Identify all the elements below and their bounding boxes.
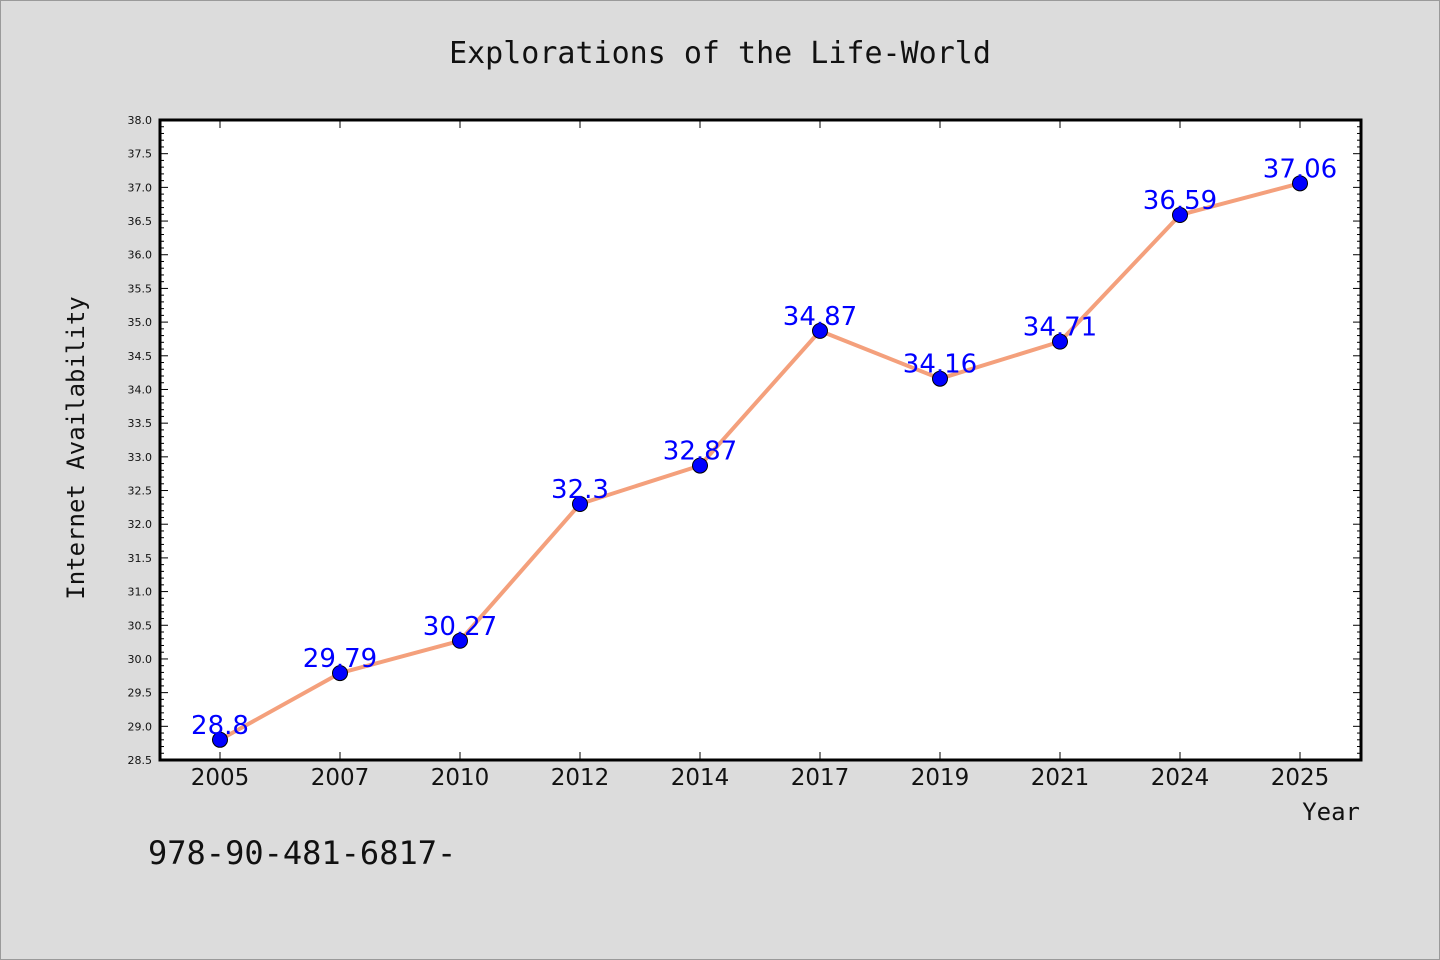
- data-point: [452, 632, 468, 649]
- y-tick-label: 30.0: [128, 653, 153, 666]
- series-line: [219, 181, 1301, 742]
- y-tick-label: 37.0: [128, 181, 153, 194]
- series-line-group: [212, 175, 1308, 748]
- data-point: [212, 731, 228, 748]
- data-point: [1052, 333, 1068, 350]
- x-tick-label: 2012: [551, 765, 610, 791]
- y-tick-label: 36.0: [128, 249, 153, 262]
- y-axis-label: Internet Availability: [62, 296, 90, 599]
- data-label: 28.8: [191, 711, 249, 741]
- data-label: 29.79: [303, 644, 377, 674]
- y-tick-label: 33.5: [128, 417, 153, 430]
- y-tick-label: 29.0: [128, 720, 153, 733]
- x-axis: 2005 2007 2010 2012 2014 2017 2019 2021 2024 2025: [191, 120, 1330, 791]
- isbn-annotation: 978-90-481-6817-: [148, 834, 456, 872]
- data-point: [332, 665, 348, 682]
- y-tick-label: 32.0: [128, 518, 153, 531]
- x-tick-label: 2005: [191, 765, 250, 791]
- data-label: 32.87: [663, 437, 737, 467]
- data-point: [1292, 175, 1308, 192]
- x-axis-label: Year: [1302, 798, 1360, 826]
- y-axis: 28.5 29.0 29.5 30.0 30.5 31.0 31.5 32.0 32.5 33.0…: [128, 114, 1361, 767]
- y-tick-label: 31.5: [128, 552, 153, 565]
- y-tick-label: 33.0: [128, 451, 153, 464]
- x-tick-label: 2021: [1031, 765, 1090, 791]
- x-tick-label: 2025: [1271, 765, 1330, 791]
- x-tick-label: 2017: [791, 765, 850, 791]
- chart-title: Explorations of the Life-World: [449, 36, 991, 71]
- data-label: 37.06: [1263, 154, 1337, 184]
- data-point: [812, 322, 828, 339]
- data-label: 30.27: [423, 612, 497, 642]
- x-tick-label: 2019: [911, 765, 970, 791]
- x-tick-label: 2024: [1151, 765, 1210, 791]
- x-tick-label: 2010: [431, 765, 490, 791]
- data-label: 34.16: [903, 350, 977, 380]
- data-label: 34.71: [1023, 313, 1097, 343]
- data-label-group: 28.8 29.79 30.27 32.3 32.87 34.87 34.16 34.71 36…: [191, 154, 1337, 740]
- data-point: [692, 457, 708, 474]
- data-point: [572, 496, 588, 512]
- y-tick-label: 34.0: [128, 383, 153, 396]
- data-label: 36.59: [1143, 186, 1217, 216]
- y-tick-label: 38.0: [128, 114, 153, 127]
- y-tick-label: 34.5: [128, 350, 153, 363]
- data-label: 34.87: [783, 302, 857, 332]
- x-tick-label: 2007: [311, 765, 370, 791]
- x-tick-label: 2014: [671, 765, 730, 791]
- y-tick-label: 30.5: [128, 619, 153, 632]
- plot-area: [158, 118, 1363, 762]
- y-tick-label: 37.5: [128, 148, 153, 161]
- y-tick-label: 29.5: [128, 687, 153, 700]
- y-tick-label: 32.5: [128, 485, 153, 498]
- data-label: 32.3: [551, 475, 609, 505]
- y-tick-label: 31.0: [128, 586, 153, 599]
- y-tick-label: 36.5: [128, 215, 153, 228]
- y-tick-label: 35.0: [128, 316, 153, 329]
- y-tick-label: 35.5: [128, 282, 153, 295]
- y-tick-label: 28.5: [128, 754, 153, 767]
- data-point: [932, 370, 948, 387]
- data-point: [1172, 206, 1188, 223]
